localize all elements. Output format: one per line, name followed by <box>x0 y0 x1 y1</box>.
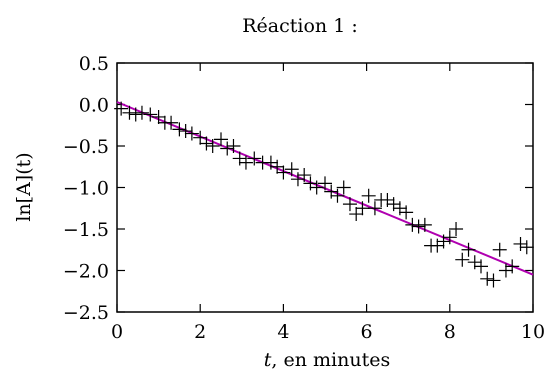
data-point <box>214 132 228 147</box>
y-tick-label: −2.0 <box>63 261 109 283</box>
data-point <box>247 151 262 166</box>
data-point <box>122 105 137 120</box>
x-tick-label: 10 <box>521 321 545 343</box>
data-point <box>492 242 507 257</box>
data-point <box>324 184 339 199</box>
data-point <box>474 259 488 274</box>
data-point <box>399 205 414 220</box>
x-tick-label: 6 <box>361 321 373 343</box>
data-point <box>143 107 158 122</box>
data-point <box>276 165 291 180</box>
data-point <box>164 115 179 130</box>
data-point <box>134 105 149 120</box>
data-point <box>284 162 299 177</box>
data-point <box>297 168 312 183</box>
data-point <box>505 259 520 274</box>
data-point <box>114 101 129 116</box>
data-point <box>199 136 214 151</box>
y-tick-label: 0.0 <box>79 95 109 117</box>
data-point <box>411 219 426 234</box>
data-point <box>386 197 401 212</box>
data-point <box>151 109 166 124</box>
data-point <box>405 217 420 232</box>
x-tick-label: 8 <box>444 321 456 343</box>
data-point <box>193 130 208 145</box>
data-point <box>205 139 220 153</box>
data-point <box>486 273 501 288</box>
data-point <box>467 255 482 270</box>
y-axis: 0.5 0.0 −0.5 −1.0 −1.5 −2.0 −2.5 <box>63 53 533 324</box>
data-point <box>303 176 318 191</box>
data-point <box>232 151 247 166</box>
x-axis-label-rest: , en minutes <box>271 349 390 371</box>
data-point <box>417 217 432 232</box>
data-point <box>220 141 235 156</box>
data-point <box>367 201 382 216</box>
data-point <box>318 176 332 191</box>
data-point <box>480 271 495 286</box>
data-point <box>430 238 445 253</box>
data-point <box>461 242 476 257</box>
data-point <box>178 124 193 139</box>
data-point <box>128 107 143 122</box>
y-tick-label: −0.5 <box>63 136 109 158</box>
x-axis-label-var: t <box>264 349 272 371</box>
data-point <box>442 230 457 245</box>
x-axis: 0 2 4 6 8 10 <box>111 63 545 343</box>
chart-title: Réaction 1 : <box>242 15 357 37</box>
data-point <box>238 155 253 170</box>
y-tick-label: −2.5 <box>63 302 109 324</box>
x-tick-label: 4 <box>277 321 289 343</box>
data-points-layer <box>114 101 534 288</box>
y-tick-label: 0.5 <box>79 53 109 75</box>
data-point <box>355 201 370 216</box>
data-point <box>519 240 534 255</box>
x-tick-label: 2 <box>194 321 206 343</box>
y-axis-label: ln[A](t) <box>13 152 35 221</box>
data-point <box>349 207 364 222</box>
y-tick-label: −1.5 <box>63 219 109 241</box>
data-point <box>455 252 470 267</box>
data-point <box>380 192 395 207</box>
x-axis-label: t, en minutes <box>264 349 390 371</box>
data-point <box>270 159 285 174</box>
data-point <box>330 188 345 203</box>
data-point <box>513 236 528 251</box>
data-point <box>342 197 357 212</box>
data-point <box>336 180 351 195</box>
x-tick-label: 0 <box>111 321 123 343</box>
data-point <box>172 122 187 137</box>
data-point <box>449 222 464 236</box>
y-tick-label: −1.0 <box>63 178 109 200</box>
data-point <box>226 139 241 153</box>
data-point <box>392 201 407 216</box>
data-point <box>184 126 199 141</box>
data-point <box>309 180 324 195</box>
data-point <box>361 188 376 203</box>
